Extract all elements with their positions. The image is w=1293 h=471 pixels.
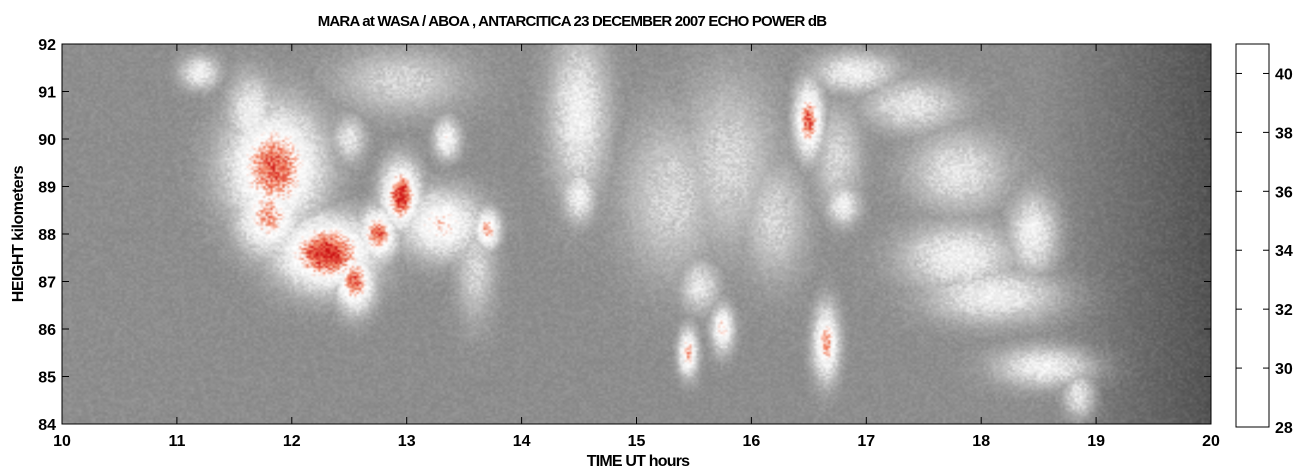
y-tick-label: 91 (38, 85, 56, 102)
y-tick-label: 87 (38, 275, 56, 292)
x-tick-label: 10 (53, 433, 71, 450)
x-tick-label: 17 (857, 433, 875, 450)
colorbar-tick-label: 32 (1275, 302, 1293, 319)
x-tick-label: 19 (1087, 433, 1105, 450)
echo-power-heatmap (62, 44, 1211, 424)
x-tick-label: 20 (1202, 433, 1220, 450)
x-tick-label: 12 (283, 433, 301, 450)
colorbar-tick-label: 34 (1275, 243, 1293, 260)
x-tick-label: 13 (398, 433, 416, 450)
y-tick-label: 84 (38, 417, 56, 434)
colorbar-scale (1235, 43, 1270, 428)
y-tick-label: 85 (38, 370, 56, 387)
y-tick-label: 86 (38, 322, 56, 339)
colorbar-tick-label: 38 (1275, 125, 1293, 142)
y-tick-label: 92 (38, 37, 56, 54)
y-tick-label: 90 (38, 132, 56, 149)
x-tick-label: 16 (743, 433, 761, 450)
colorbar-tick-label: 36 (1275, 184, 1293, 201)
x-tick-label: 15 (628, 433, 646, 450)
colorbar-tick-label: 30 (1275, 361, 1293, 378)
x-tick-label: 14 (513, 433, 531, 450)
colorbar-tick-label: 28 (1275, 420, 1293, 437)
y-tick-label: 89 (38, 180, 56, 197)
x-axis: 10 11 12 13 14 15 16 17 18 19 20 (53, 44, 1220, 450)
y-tick-label: 88 (38, 227, 56, 244)
x-tick-label: 11 (168, 433, 185, 450)
x-axis-label: TIME UT hours (587, 453, 690, 470)
colorbar-axis: 28 30 32 34 36 38 40 (1236, 66, 1293, 437)
colorbar-tick-label: 40 (1275, 66, 1293, 83)
colorbar: 28 30 32 34 36 38 40 (1235, 43, 1293, 437)
heatmap-plot-area (61, 43, 1212, 425)
y-axis: 84 85 86 87 88 89 90 91 92 (38, 37, 1211, 434)
chart-title: MARA at WASA / ABOA , ANTARCITICA 23 DEC… (318, 13, 828, 30)
y-axis-label: HEIGHT kilometers (10, 165, 27, 302)
x-tick-label: 18 (972, 433, 990, 450)
